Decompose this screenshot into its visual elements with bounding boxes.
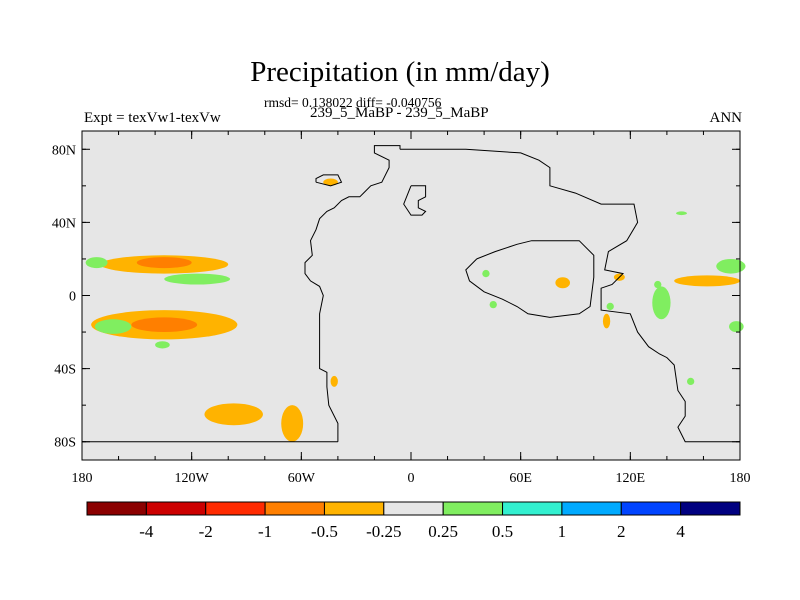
precip-regions [85,178,746,442]
colorbar-label: 2 [617,522,626,541]
colorbar-swatch [680,501,741,516]
region-north-pacific-green [164,273,231,285]
x-tick-label: 60W [288,471,316,486]
region-south-pacific-green-2 [155,341,170,349]
x-axis: 180 120W 60W 0 60E 120E 180 [72,131,751,486]
colorbar-label: -2 [199,522,213,541]
coastline-inner-loop [465,240,595,318]
region-africa-green-2 [489,300,497,309]
colorbar-label: 1 [558,522,567,541]
colorbar-label: 4 [676,522,685,541]
coastline-greenland [315,174,343,187]
chart-title: Precipitation (in mm/day) [250,56,550,88]
colorbar-label: -4 [139,522,154,541]
x-tick-label: 180 [730,471,751,486]
colorbar-label: 0.25 [428,522,458,541]
region-east-pacific-green-2 [729,321,744,333]
colorbar-swatch [323,501,385,516]
case-label: 239_5_MaBP - 239_5_MaBP [310,105,489,121]
colorbar-label: -0.5 [311,522,338,541]
coastline-europe-peninsula [403,185,427,216]
colorbar-swatch [86,501,147,516]
colorbar-swatch [442,501,504,516]
region-east-indian-green-2 [654,280,662,289]
x-tick-label: 180 [72,471,93,486]
stats-line: rmsd= 0.138022 diff= -0.040756 [264,95,442,110]
region-east-indian-green [652,286,671,320]
coastline-eurasia [400,148,740,443]
colorbar-swatch [205,501,266,516]
colorbar-swatch [264,501,325,516]
colorbar: -4 -2 -1 -0.5 -0.25 0.25 0.5 1 2 4 [86,501,741,541]
season-label: ANN [709,110,743,126]
y-tick-label: 80S [54,436,76,451]
y-axis: 80N 40N 0 40S 80S [52,143,740,451]
colorbar-swatch [561,501,622,516]
colorbar-label: -1 [258,522,272,541]
y-tick-label: 40N [52,216,76,231]
region-east-pacific-green [716,258,746,274]
region-india-orange [602,313,611,329]
y-tick-label: 0 [69,290,76,305]
colorbar-swatch [145,501,207,516]
x-tick-label: 120W [175,471,210,486]
colorbar-label: -0.25 [366,522,401,541]
region-south-pacific-east-green [686,377,695,386]
y-tick-label: 80N [52,143,76,158]
region-africa-green [482,269,490,278]
coastlines [82,145,740,443]
region-south-pacific-green [94,319,132,334]
x-tick-label: 60E [509,471,532,486]
region-east-pacific-orange [674,275,740,287]
region-west-pacific-green [85,257,108,269]
region-arabia-orange [555,277,571,289]
experiment-label: Expt = texVw1-texVw [84,110,221,126]
region-north-green-small [676,211,687,216]
colorbar-label: 0.5 [492,522,513,541]
coastline-americas [304,145,401,442]
colorbar-swatch [383,501,444,516]
region-chile-coast-orange [330,375,338,387]
colorbar-swatch [502,501,563,516]
region-southern-ocean-orange-2 [281,405,304,442]
region-indian-ocean-green [606,302,614,311]
x-tick-label: 0 [408,471,415,486]
region-southern-ocean-orange [204,403,263,426]
region-north-pacific-red [136,257,192,269]
x-tick-label: 120E [616,471,646,486]
colorbar-swatch [620,501,682,516]
region-south-pacific-red [131,317,198,333]
region-greenland-orange [323,178,338,186]
map-background [82,131,740,460]
y-tick-label: 40S [54,363,76,378]
